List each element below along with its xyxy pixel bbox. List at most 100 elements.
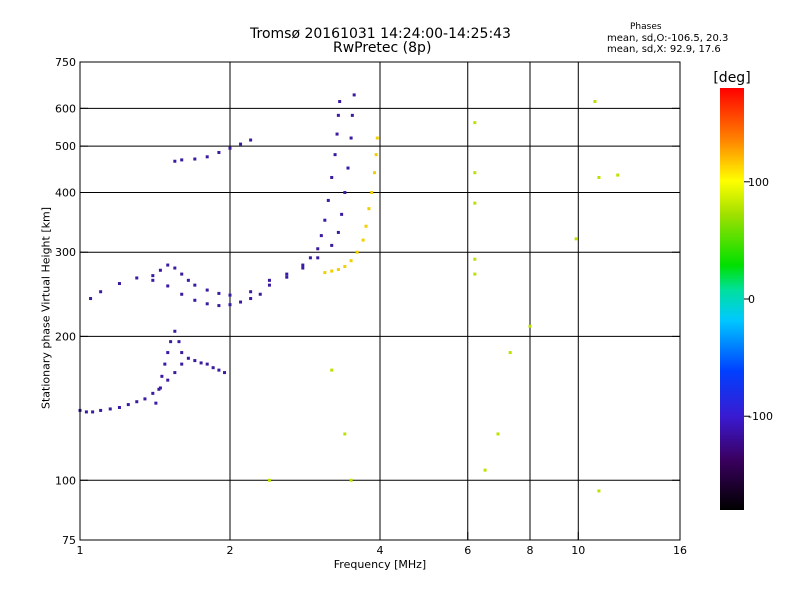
data-point [169, 340, 173, 344]
x-tick-label: 10 [571, 544, 585, 557]
data-point [597, 175, 601, 179]
y-tick-label: 100 [55, 474, 76, 487]
y-tick-label: 400 [55, 186, 76, 199]
data-point [355, 250, 359, 254]
data-point [597, 489, 601, 493]
colorbar-tick-label: 100 [748, 176, 769, 189]
y-tick-label: 600 [55, 102, 76, 115]
data-point [330, 269, 334, 273]
data-point [249, 290, 253, 294]
data-point [135, 276, 139, 280]
data-point [205, 155, 209, 159]
data-point [154, 401, 158, 405]
data-point [336, 230, 340, 234]
data-point [367, 207, 371, 211]
data-point [364, 224, 368, 228]
data-point [217, 150, 221, 154]
data-point [473, 121, 477, 125]
x-tick-label: 8 [527, 544, 534, 557]
chart-title: Tromsø 20161031 14:24:00-14:25:43 [250, 26, 511, 42]
y-tick-label: 750 [55, 56, 76, 69]
data-point [319, 234, 323, 238]
data-point [370, 190, 374, 194]
colorbar-ticks: [deg] 100 0 -100 [713, 70, 773, 423]
data-point [211, 366, 215, 370]
phases-o-mode-stats: mean, sd,O:-106.5, 20.3 [607, 33, 729, 44]
data-point [373, 171, 377, 175]
data-point [180, 292, 184, 296]
data-point [340, 212, 344, 216]
data-point [228, 303, 232, 307]
phases-x-mode-stats: mean, sd,X: 92.9, 17.6 [607, 44, 721, 55]
data-point [180, 351, 184, 355]
data-point [186, 356, 190, 360]
data-point [217, 368, 221, 372]
data-point [180, 158, 184, 162]
data-point [323, 271, 327, 275]
data-point [239, 300, 243, 304]
data-point [375, 136, 379, 140]
data-point [249, 138, 253, 142]
data-point [349, 259, 353, 263]
data-point [330, 368, 334, 372]
data-point [335, 132, 339, 136]
data-point [333, 153, 337, 157]
data-point [336, 113, 340, 117]
data-point [285, 272, 289, 276]
data-point [223, 371, 227, 375]
data-point [349, 136, 353, 140]
data-point [483, 468, 487, 472]
data-point [258, 292, 262, 296]
data-point [343, 190, 347, 194]
data-point [308, 256, 312, 260]
data-point [336, 268, 340, 272]
data-point [267, 283, 271, 287]
data-point [89, 297, 93, 301]
data-point [316, 247, 320, 251]
data-point [166, 263, 170, 267]
data-point [217, 304, 221, 308]
y-tick-label: 500 [55, 140, 76, 153]
chart-subtitle: RwPretec (8p) [333, 40, 432, 56]
x-tick-label: 16 [673, 544, 687, 557]
colorbar [720, 88, 744, 510]
data-point [301, 266, 305, 270]
data-point [117, 405, 121, 409]
x-axis-label: Frequency [MHz] [333, 558, 427, 571]
data-point [173, 159, 177, 163]
data-point [267, 278, 271, 282]
data-point [193, 359, 197, 363]
data-point [343, 265, 347, 269]
data-point [350, 113, 354, 117]
data-point [163, 362, 167, 366]
data-point [228, 293, 232, 297]
data-point [267, 478, 271, 482]
data-point [151, 274, 155, 278]
data-point [151, 278, 155, 282]
data-point [177, 340, 181, 344]
data-point [349, 478, 353, 482]
data-point [346, 166, 350, 170]
grid-lines [80, 62, 680, 540]
data-point [473, 257, 477, 261]
data-point [343, 432, 347, 436]
data-point [158, 268, 162, 272]
data-point [205, 288, 209, 292]
data-point [173, 371, 177, 375]
data-point [193, 157, 197, 161]
data-point [91, 410, 95, 414]
data-point [199, 361, 203, 365]
colorbar-label: [deg] [713, 70, 750, 86]
data-point [574, 237, 578, 241]
data-point [126, 403, 130, 407]
data-point [99, 408, 103, 412]
data-point [508, 351, 512, 355]
x-tick-label: 2 [227, 544, 234, 557]
data-point [316, 256, 320, 260]
data-point [160, 374, 164, 378]
data-point [285, 275, 289, 279]
data-point [108, 407, 112, 411]
data-point [228, 146, 232, 150]
data-point [166, 284, 170, 288]
